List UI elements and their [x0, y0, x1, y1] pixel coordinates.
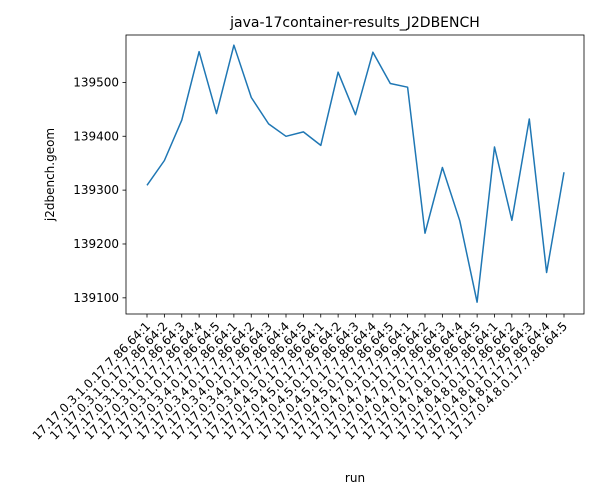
y-axis-label: j2dbench.geom [43, 128, 57, 222]
x-axis: 17.17.0.3.1.0.17.7.86.64:117.17.0.3.1.0.… [30, 314, 570, 443]
y-tick-label: 139400 [73, 129, 119, 143]
x-axis-label: run [345, 471, 365, 485]
y-tick-label: 139200 [73, 237, 119, 251]
chart-title: java-17container-results_J2DBENCH [229, 15, 480, 31]
series-line [147, 45, 564, 302]
plot-frame [126, 35, 584, 314]
y-tick-label: 139300 [73, 183, 119, 197]
y-axis: 139100 139200 139300 139400 139500 [73, 75, 126, 304]
y-tick-label: 139100 [73, 291, 119, 305]
y-tick-label: 139500 [73, 75, 119, 89]
